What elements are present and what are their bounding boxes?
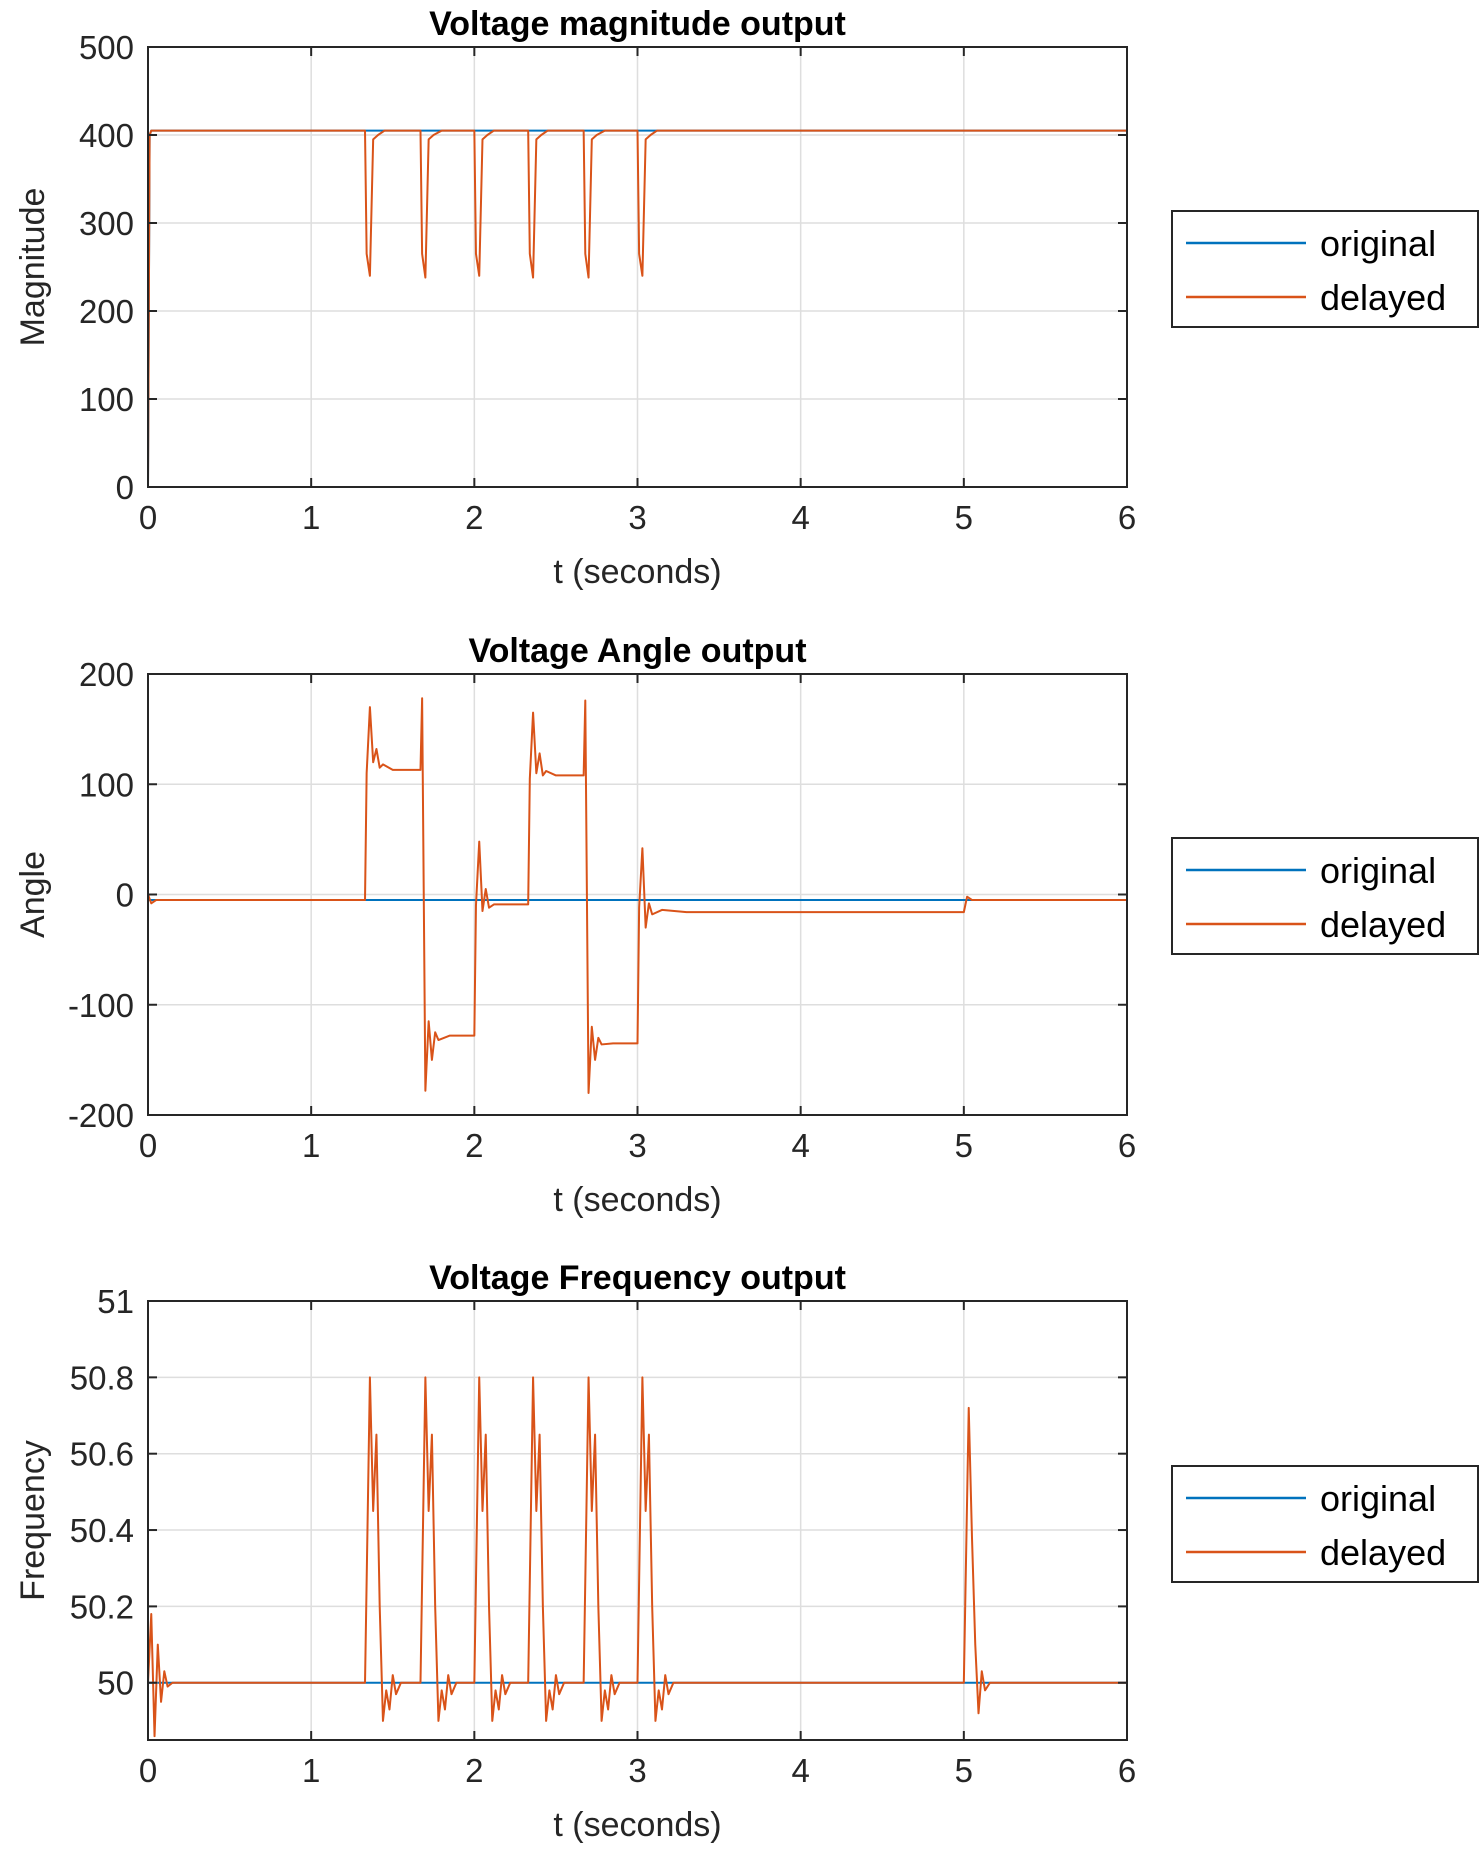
y-tick-label: 51 (97, 1283, 134, 1320)
y-tick-label: 50.6 (70, 1436, 134, 1473)
x-tick-label: 1 (302, 1127, 320, 1164)
x-tick-label: 6 (1118, 1127, 1136, 1164)
series-line-delayed (148, 697, 1127, 1094)
x-axis-label: t (seconds) (553, 1181, 721, 1219)
x-tick-label: 4 (791, 1127, 809, 1164)
y-tick-label: 100 (79, 381, 134, 418)
y-tick-label: 50 (97, 1665, 134, 1702)
x-tick-label: 0 (139, 499, 157, 536)
series-line-delayed (148, 1376, 1127, 1738)
y-tick-label: 200 (79, 293, 134, 330)
x-tick-label: 0 (139, 1752, 157, 1789)
x-tick-label: 1 (302, 1752, 320, 1789)
y-tick-label: 500 (79, 29, 134, 66)
x-axis-label: t (seconds) (553, 553, 721, 591)
y-axis-label: Frequency (14, 1440, 52, 1601)
legend-label-delayed: delayed (1320, 277, 1446, 318)
x-tick-label: 5 (955, 1752, 973, 1789)
x-tick-label: 2 (465, 1752, 483, 1789)
legend-label-original: original (1320, 850, 1436, 891)
y-tick-label: 200 (79, 656, 134, 693)
y-tick-label: -100 (68, 987, 134, 1024)
y-tick-label: 0 (116, 877, 134, 914)
chart-title: Voltage Angle output (468, 632, 806, 670)
x-tick-label: 0 (139, 1127, 157, 1164)
chart-title: Voltage Frequency output (429, 1259, 846, 1297)
series-line-delayed (148, 129, 1127, 487)
x-tick-label: 3 (628, 499, 646, 536)
y-axis-label: Magnitude (14, 188, 52, 347)
subplot-2: 0 1 2 3 4 5 6 -200 -100 0 100 200 Voltage Angle outp… (14, 632, 1479, 1219)
legend-box (1171, 210, 1479, 328)
legend-label-original: original (1320, 223, 1436, 264)
legend-label-delayed: delayed (1320, 1532, 1446, 1573)
y-tick-label: 0 (116, 469, 134, 506)
x-tick-label: 4 (791, 499, 809, 536)
y-tick-label: 50.2 (70, 1588, 134, 1625)
legend-box (1171, 837, 1479, 955)
x-tick-label: 3 (628, 1127, 646, 1164)
y-tick-label: -200 (68, 1097, 134, 1134)
legend-box (1171, 1465, 1479, 1583)
legend: original delayed (1171, 210, 1479, 328)
subplot-1: 0 1 2 3 4 5 6 0 100 200 300 400 500 Voltage magnitude… (14, 5, 1479, 591)
x-tick-label: 5 (955, 1127, 973, 1164)
legend: original delayed (1171, 1465, 1479, 1583)
subplot-3: 0 1 2 3 4 5 6 50 50.2 50.4 50.6 50.8 51 Voltage Frequ… (14, 1259, 1479, 1844)
chart-title: Voltage magnitude output (429, 5, 846, 43)
y-tick-label: 300 (79, 205, 134, 242)
x-tick-label: 1 (302, 499, 320, 536)
y-tick-label: 50.8 (70, 1359, 134, 1396)
x-tick-label: 5 (955, 499, 973, 536)
x-tick-label: 2 (465, 1127, 483, 1164)
y-axis-label: Angle (14, 851, 52, 938)
x-tick-label: 3 (628, 1752, 646, 1789)
y-tick-label: 100 (79, 766, 134, 803)
x-tick-label: 2 (465, 499, 483, 536)
legend-label-original: original (1320, 1478, 1436, 1519)
x-tick-label: 6 (1118, 499, 1136, 536)
y-tick-label: 400 (79, 117, 134, 154)
x-tick-label: 4 (791, 1752, 809, 1789)
x-tick-label: 6 (1118, 1752, 1136, 1789)
legend: original delayed (1171, 837, 1479, 955)
x-axis-label: t (seconds) (553, 1806, 721, 1844)
y-tick-label: 50.4 (70, 1512, 134, 1549)
legend-label-delayed: delayed (1320, 904, 1446, 945)
